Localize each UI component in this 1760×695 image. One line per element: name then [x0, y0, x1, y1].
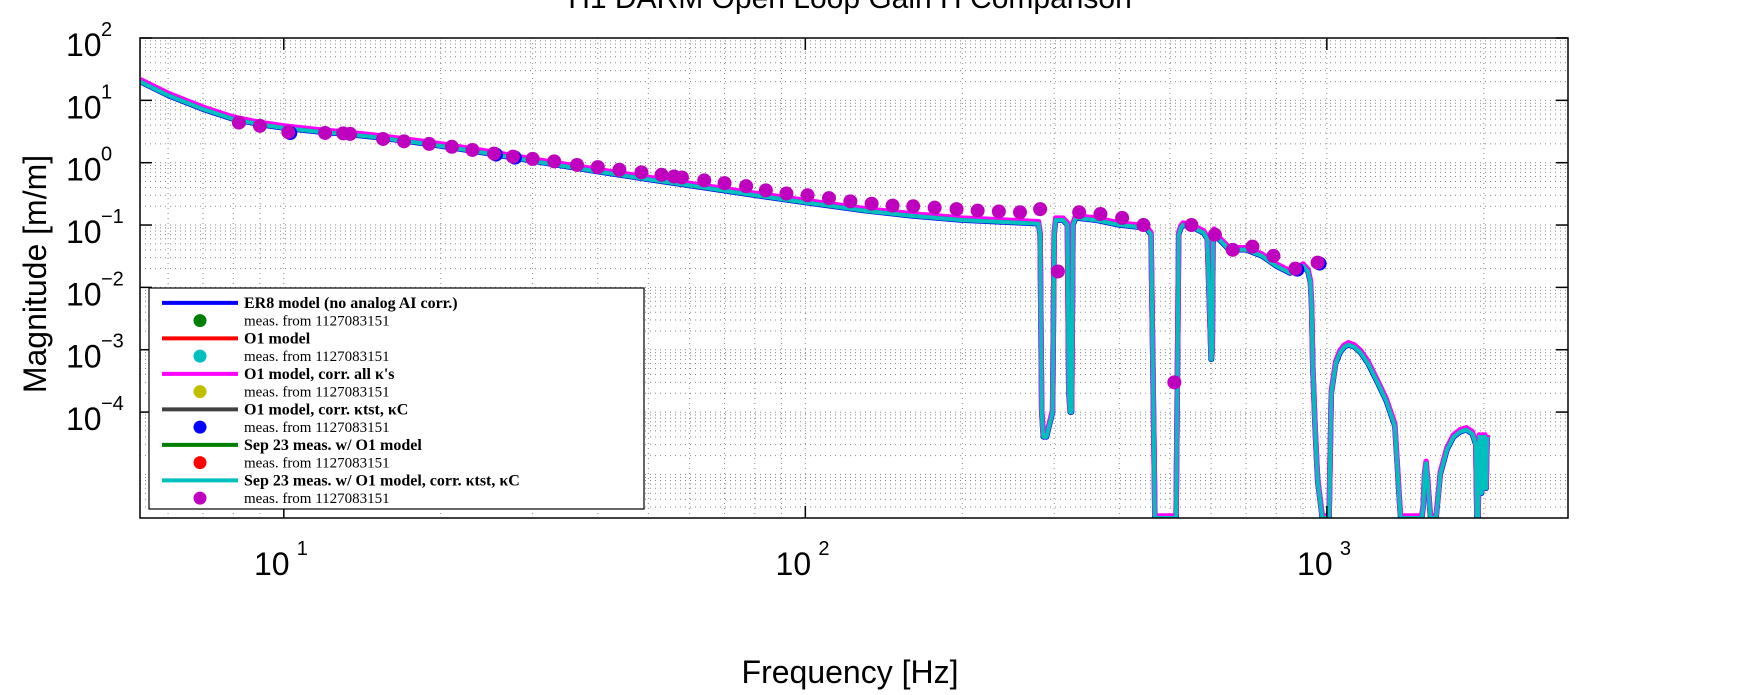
- legend-label: meas. from 1127083151: [244, 420, 390, 436]
- chart-title: H1 DARM Open Loop Gain H Comparison: [568, 0, 1132, 15]
- measurement-point: [1225, 242, 1240, 257]
- measurement-point: [231, 115, 246, 130]
- curve-sep23_o1_corr: [140, 79, 1490, 518]
- legend-marker-swatch: [193, 385, 207, 399]
- measurement-point: [634, 165, 649, 180]
- y-tick-label: 10: [66, 89, 102, 125]
- y-tick-exponent: 1: [101, 81, 112, 103]
- measurement-point: [843, 194, 858, 209]
- y-tick-exponent: 2: [101, 19, 112, 41]
- model-curves: [140, 77, 1490, 518]
- measurement-point: [927, 200, 942, 215]
- legend-box: [148, 287, 645, 510]
- measurement-point: [1310, 255, 1325, 270]
- measurement-point: [674, 170, 689, 185]
- measurement-point: [343, 126, 358, 141]
- y-tick-label: 10: [66, 152, 102, 188]
- y-tick-exponent: −1: [101, 206, 124, 228]
- measurement-point: [697, 173, 712, 188]
- legend: ER8 model (no analog AI corr.) meas. from…: [148, 287, 645, 510]
- measurement-point: [1245, 239, 1260, 254]
- measurement-point: [1266, 248, 1281, 263]
- measurement-point: [505, 149, 520, 164]
- measurement-point: [1012, 205, 1027, 220]
- measurement-point: [739, 179, 754, 194]
- legend-label: Sep 23 meas. w/ O1 model, corr. κtst, κC: [244, 472, 520, 489]
- legend-label: O1 model: [244, 330, 311, 347]
- x-tick-exponent: 2: [818, 538, 829, 560]
- measurement-point: [1136, 218, 1151, 233]
- measurement-point: [1050, 264, 1065, 279]
- y-tick-label: 10: [66, 401, 102, 437]
- legend-label: meas. from 1127083151: [244, 349, 390, 365]
- legend-label: O1 model, corr. κtst, κC: [244, 401, 408, 418]
- plot-frame: [139, 37, 1569, 519]
- legend-label: meas. from 1127083151: [244, 314, 390, 330]
- y-tick-label: 10: [66, 339, 102, 375]
- legend-label: meas. from 1127083151: [244, 456, 390, 472]
- measurement-point: [1033, 202, 1048, 217]
- measurement-point: [779, 186, 794, 201]
- legend-marker-swatch: [193, 456, 207, 470]
- measurement-point: [396, 134, 411, 149]
- measurement-point: [487, 146, 502, 161]
- measurement-point: [654, 167, 669, 182]
- measurement-point: [1288, 261, 1303, 276]
- measurement-point: [970, 203, 985, 218]
- measurement-point: [612, 162, 627, 177]
- x-tick-exponent: 3: [1340, 538, 1351, 560]
- measurement-point: [590, 160, 605, 175]
- measurement-point: [1207, 227, 1222, 242]
- measurement-point: [281, 125, 296, 140]
- measurement-point: [318, 125, 333, 140]
- x-tick-label: 10: [254, 546, 290, 582]
- x-tick-label: 10: [1297, 546, 1333, 582]
- legend-marker-swatch: [193, 491, 207, 505]
- legend-marker-swatch: [193, 420, 207, 434]
- y-tick-exponent: 0: [101, 144, 112, 166]
- y-tick-exponent: −4: [101, 393, 124, 415]
- y-tick-exponent: −2: [101, 268, 124, 290]
- measurement-point: [1093, 207, 1108, 222]
- legend-label: ER8 model (no analog AI corr.): [244, 295, 458, 312]
- measurement-point: [465, 142, 480, 157]
- measurement-point: [376, 131, 391, 146]
- measurement-point: [570, 157, 585, 172]
- measurement-point: [991, 204, 1006, 219]
- measurement-point: [422, 136, 437, 151]
- y-tick-label: 10: [66, 214, 102, 250]
- measurement-point: [1167, 375, 1182, 390]
- measurement-point: [547, 154, 562, 169]
- measurement-point: [864, 196, 879, 211]
- legend-label: Sep 23 meas. w/ O1 model: [244, 437, 422, 454]
- measurement-point: [906, 199, 921, 214]
- x-tick-label: 10: [776, 546, 812, 582]
- legend-marker-swatch: [193, 314, 207, 328]
- measurement-points: [231, 115, 1327, 390]
- measurement-point: [525, 151, 540, 166]
- legend-marker-swatch: [193, 349, 207, 363]
- x-tick-exponent: 1: [297, 538, 308, 560]
- measurement-point: [1184, 218, 1199, 233]
- y-tick-label: 10: [66, 27, 102, 63]
- measurement-point: [1072, 205, 1087, 220]
- legend-label: O1 model, corr. all κ's: [244, 366, 395, 383]
- measurement-point: [885, 198, 900, 213]
- measurement-point: [717, 176, 732, 191]
- legend-label: meas. from 1127083151: [244, 385, 390, 401]
- measurement-point: [821, 191, 836, 206]
- measurement-point: [949, 202, 964, 217]
- y-tick-label: 10: [66, 276, 102, 312]
- x-axis-label: Frequency [Hz]: [742, 654, 959, 690]
- y-tick-exponent: −3: [101, 331, 124, 353]
- measurement-point: [800, 188, 815, 203]
- measurement-point: [1115, 210, 1130, 225]
- measurement-point: [444, 139, 459, 154]
- measurement-point: [758, 183, 773, 198]
- y-axis-label: Magnitude [m/m]: [17, 155, 53, 393]
- legend-label: meas. from 1127083151: [244, 491, 390, 507]
- measurement-point: [252, 118, 267, 133]
